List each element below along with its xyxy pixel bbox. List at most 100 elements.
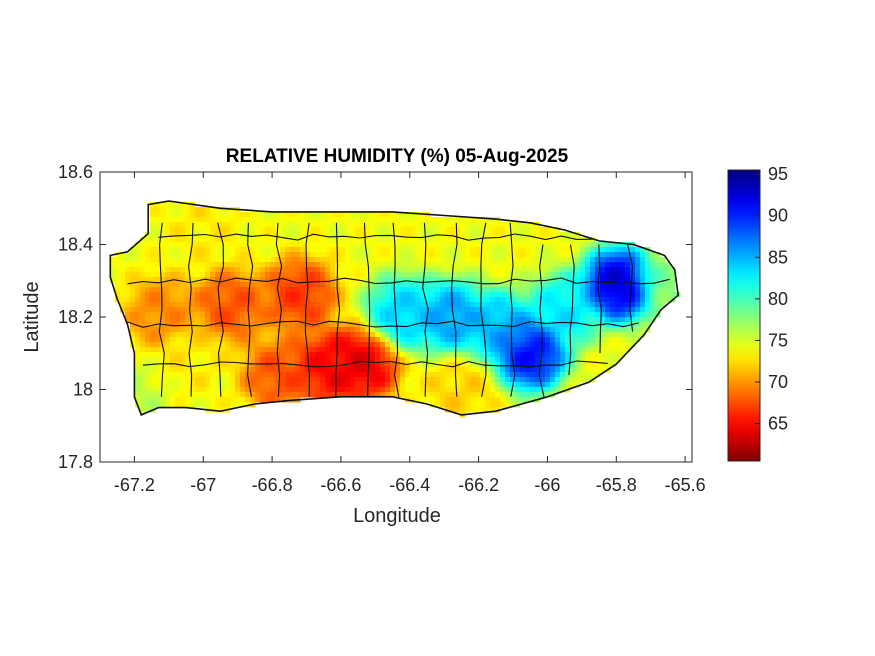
heat-cell — [510, 332, 516, 338]
heat-cell — [420, 312, 426, 318]
heat-cell — [380, 272, 386, 278]
heat-cell — [485, 267, 491, 273]
heat-cell — [200, 237, 206, 243]
heat-cell — [325, 332, 331, 338]
heat-cell — [425, 362, 431, 368]
heat-cell — [310, 287, 316, 293]
heat-cell — [495, 227, 501, 233]
heat-cell — [560, 282, 566, 288]
heat-cell — [490, 367, 496, 373]
heat-cell — [370, 262, 376, 268]
heat-cell — [360, 267, 366, 273]
heat-cell — [120, 252, 126, 258]
heat-cell — [345, 242, 351, 248]
heat-cell — [340, 312, 346, 318]
heat-cell — [415, 312, 421, 318]
heat-cell — [190, 287, 196, 293]
heat-cell — [110, 257, 116, 263]
heat-cell — [205, 272, 211, 278]
heat-cell — [265, 377, 271, 383]
heat-cell — [185, 317, 191, 323]
heat-cell — [145, 287, 151, 293]
heat-cell — [285, 332, 291, 338]
heat-cell — [315, 222, 321, 228]
heat-cell — [465, 292, 471, 298]
heat-cell — [485, 337, 491, 343]
heat-cell — [450, 387, 456, 393]
heat-cell — [495, 322, 501, 328]
heat-cell — [325, 267, 331, 273]
heat-cell — [575, 282, 581, 288]
heat-cell — [470, 307, 476, 313]
heat-cell — [355, 252, 361, 258]
heat-cell — [230, 212, 236, 218]
heat-cell — [400, 217, 406, 223]
heat-cell — [150, 222, 156, 228]
heat-cell — [520, 397, 526, 403]
heat-cell — [210, 392, 216, 398]
heat-cell — [550, 382, 556, 388]
heat-cell — [200, 242, 206, 248]
heat-cell — [145, 382, 151, 388]
heat-cell — [470, 227, 476, 233]
heat-cell — [145, 267, 151, 273]
heat-cell — [210, 312, 216, 318]
heat-cell — [470, 277, 476, 283]
heat-cell — [590, 337, 596, 343]
heat-cell — [440, 242, 446, 248]
heat-cell — [130, 297, 136, 303]
heat-cell — [450, 347, 456, 353]
heat-cell — [660, 282, 666, 288]
heat-cell — [560, 377, 566, 383]
heat-cell — [140, 392, 146, 398]
heat-cell — [210, 382, 216, 388]
heat-cell — [490, 262, 496, 268]
heat-cell — [350, 222, 356, 228]
heat-cell — [230, 317, 236, 323]
heat-cell — [515, 322, 521, 328]
heat-cell — [320, 372, 326, 378]
heat-cell — [415, 282, 421, 288]
heat-cell — [180, 352, 186, 358]
heat-cell — [395, 267, 401, 273]
heat-cell — [185, 402, 191, 408]
heat-cell — [220, 257, 226, 263]
heat-cell — [620, 282, 626, 288]
heat-cell — [310, 272, 316, 278]
heat-cell — [370, 222, 376, 228]
heat-cell — [470, 222, 476, 228]
heat-cell — [300, 247, 306, 253]
heat-cell — [125, 287, 131, 293]
heat-cell — [160, 267, 166, 273]
heat-cell — [260, 377, 266, 383]
heat-cell — [185, 222, 191, 228]
heat-cell — [640, 277, 646, 283]
heat-cell — [155, 322, 161, 328]
heat-cell — [550, 272, 556, 278]
x-tick-label: -66.4 — [389, 475, 430, 495]
heat-cell — [140, 372, 146, 378]
heat-cell — [135, 247, 141, 253]
heat-cell — [515, 262, 521, 268]
heat-cell — [460, 292, 466, 298]
heat-cell — [605, 272, 611, 278]
heat-cell — [180, 382, 186, 388]
heat-cell — [260, 272, 266, 278]
heat-cell — [355, 367, 361, 373]
heat-cell — [555, 312, 561, 318]
heat-cell — [285, 292, 291, 298]
heat-cell — [660, 302, 666, 308]
heat-cell — [510, 367, 516, 373]
heat-cell — [540, 382, 546, 388]
heat-cell — [430, 322, 436, 328]
heat-cell — [615, 337, 621, 343]
heat-cell — [370, 252, 376, 258]
heat-cell — [220, 407, 226, 413]
heat-cell — [485, 377, 491, 383]
heat-cell — [465, 247, 471, 253]
heat-cell — [245, 302, 251, 308]
heat-cell — [315, 332, 321, 338]
heat-cell — [625, 287, 631, 293]
heat-cell — [175, 277, 181, 283]
